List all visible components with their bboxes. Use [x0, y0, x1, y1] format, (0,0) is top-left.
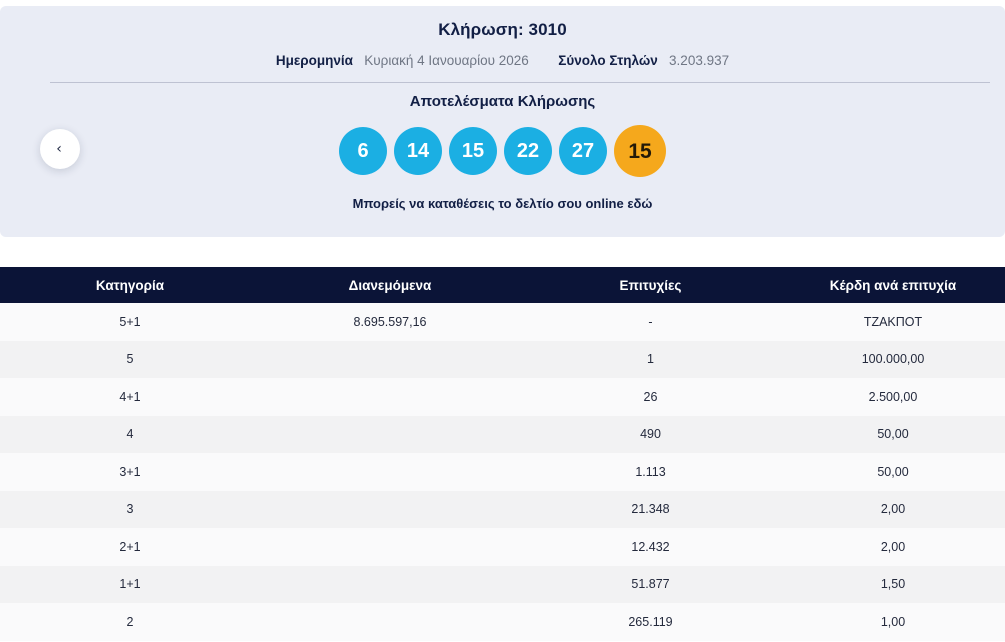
- table-row: 2+1 12.432 2,00: [0, 528, 1005, 566]
- cell-category: 3: [126, 502, 134, 517]
- table-row: 4 490 50,00: [0, 415, 1005, 454]
- draw-hero-panel: Κλήρωση: 3010 Ημερομηνία Κυριακή 4 Ιανου…: [0, 6, 1005, 237]
- cell-category: 4: [126, 427, 134, 442]
- table-row: 3 21.348 2,00: [0, 490, 1005, 529]
- number-ball: 22: [504, 127, 552, 175]
- number-ball: 6: [339, 127, 387, 175]
- cell-distributed: [260, 453, 520, 491]
- number-ball: 14: [394, 127, 442, 175]
- cell-category: 2+1: [119, 539, 141, 554]
- chevron-left-icon: ‹: [56, 141, 62, 157]
- draw-title: Κλήρωση: 3010: [438, 20, 567, 39]
- cell-prize: 50,00: [877, 427, 909, 442]
- cell-prize: 2,00: [880, 539, 906, 554]
- draw-meta-row: Ημερομηνία Κυριακή 4 Ιανουαρίου 2026 Σύν…: [0, 53, 1005, 68]
- table-head: Κατηγορία Διανεμόμενα Επιτυχίες Κέρδη αν…: [0, 267, 1005, 303]
- table-body: 5+1 8.695.597,16 - ΤΖΑΚΠΟΤ 5 1 100.000,00 4+1 26…: [0, 303, 1005, 641]
- table-header-row: Κατηγορία Διανεμόμενα Επιτυχίες Κέρδη αν…: [0, 267, 1005, 303]
- number-ball: 15: [449, 127, 497, 175]
- cell-category: 5+1: [119, 314, 141, 329]
- cell-category: 1+1: [119, 577, 141, 592]
- cell-prize: 1,00: [880, 614, 906, 629]
- hero-divider: [50, 82, 990, 83]
- table-row: 1+1 51.877 1,50: [0, 565, 1005, 604]
- online-submission-note[interactable]: Μπορείς να καταθέσεις το δελτίο σου onli…: [352, 196, 653, 211]
- cell-winners: 12.432: [631, 539, 670, 554]
- cell-winners: -: [648, 314, 653, 329]
- table-row: 5 1 100.000,00: [0, 340, 1005, 379]
- cell-category: 5: [126, 352, 134, 367]
- column-header-category: Κατηγορία: [0, 267, 260, 303]
- column-header-winners: Επιτυχίες: [520, 267, 781, 303]
- prize-breakdown-table: Κατηγορία Διανεμόμενα Επιτυχίες Κέρδη αν…: [0, 267, 1005, 641]
- cell-prize: 100.000,00: [861, 352, 925, 367]
- table-row: 2 265.119 1,00: [0, 603, 1005, 641]
- cell-winners: 490: [640, 427, 661, 442]
- cell-distributed: [260, 491, 520, 529]
- cell-winners: 1.113: [635, 464, 666, 479]
- table-row: 5+1 8.695.597,16 - ΤΖΑΚΠΟΤ: [0, 303, 1005, 341]
- results-table-container: Κατηγορία Διανεμόμενα Επιτυχίες Κέρδη αν…: [0, 267, 1005, 641]
- winning-numbers-list: 6 14 15 22 27 15: [0, 125, 1005, 177]
- cell-distributed: [260, 416, 520, 454]
- cell-prize: 2.500,00: [868, 389, 918, 404]
- cell-prize: ΤΖΑΚΠΟΤ: [863, 314, 923, 329]
- cell-distributed: [260, 603, 520, 641]
- total-columns-value: 3.203.937: [669, 53, 730, 68]
- cell-distributed: [260, 378, 520, 416]
- cell-winners: 21.348: [631, 502, 670, 517]
- date-label: Ημερομηνία: [275, 53, 353, 68]
- column-header-prize: Κέρδη ανά επιτυχία: [781, 267, 1005, 303]
- cell-category: 4+1: [119, 389, 141, 404]
- cell-distributed: 8.695.597,16: [353, 314, 427, 329]
- total-columns-label: Σύνολο Στηλών: [558, 53, 658, 68]
- cell-winners: 26: [643, 389, 658, 404]
- cell-prize: 50,00: [877, 464, 909, 479]
- cell-category: 2: [126, 614, 134, 629]
- cell-prize: 1,50: [880, 577, 906, 592]
- cell-distributed: [260, 566, 520, 604]
- cell-category: 3+1: [119, 464, 141, 479]
- date-value: Κυριακή 4 Ιανουαρίου 2026: [364, 53, 529, 68]
- column-header-distributed: Διανεμόμενα: [260, 267, 520, 303]
- bonus-ball: 15: [614, 125, 666, 177]
- cell-prize: 2,00: [880, 502, 906, 517]
- cell-distributed: [260, 528, 520, 566]
- number-ball: 27: [559, 127, 607, 175]
- cell-winners: 51.877: [631, 577, 670, 592]
- cell-winners: 265.119: [628, 614, 673, 629]
- cell-winners: 1: [647, 352, 654, 367]
- previous-draw-button[interactable]: ‹: [40, 129, 80, 169]
- table-row: 3+1 1.113 50,00: [0, 453, 1005, 491]
- cell-distributed: [260, 341, 520, 379]
- table-row: 4+1 26 2.500,00: [0, 378, 1005, 416]
- results-title: Αποτελέσματα Κλήρωσης: [409, 93, 596, 110]
